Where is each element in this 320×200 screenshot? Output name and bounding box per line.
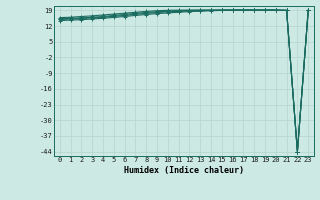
X-axis label: Humidex (Indice chaleur): Humidex (Indice chaleur) <box>124 166 244 175</box>
